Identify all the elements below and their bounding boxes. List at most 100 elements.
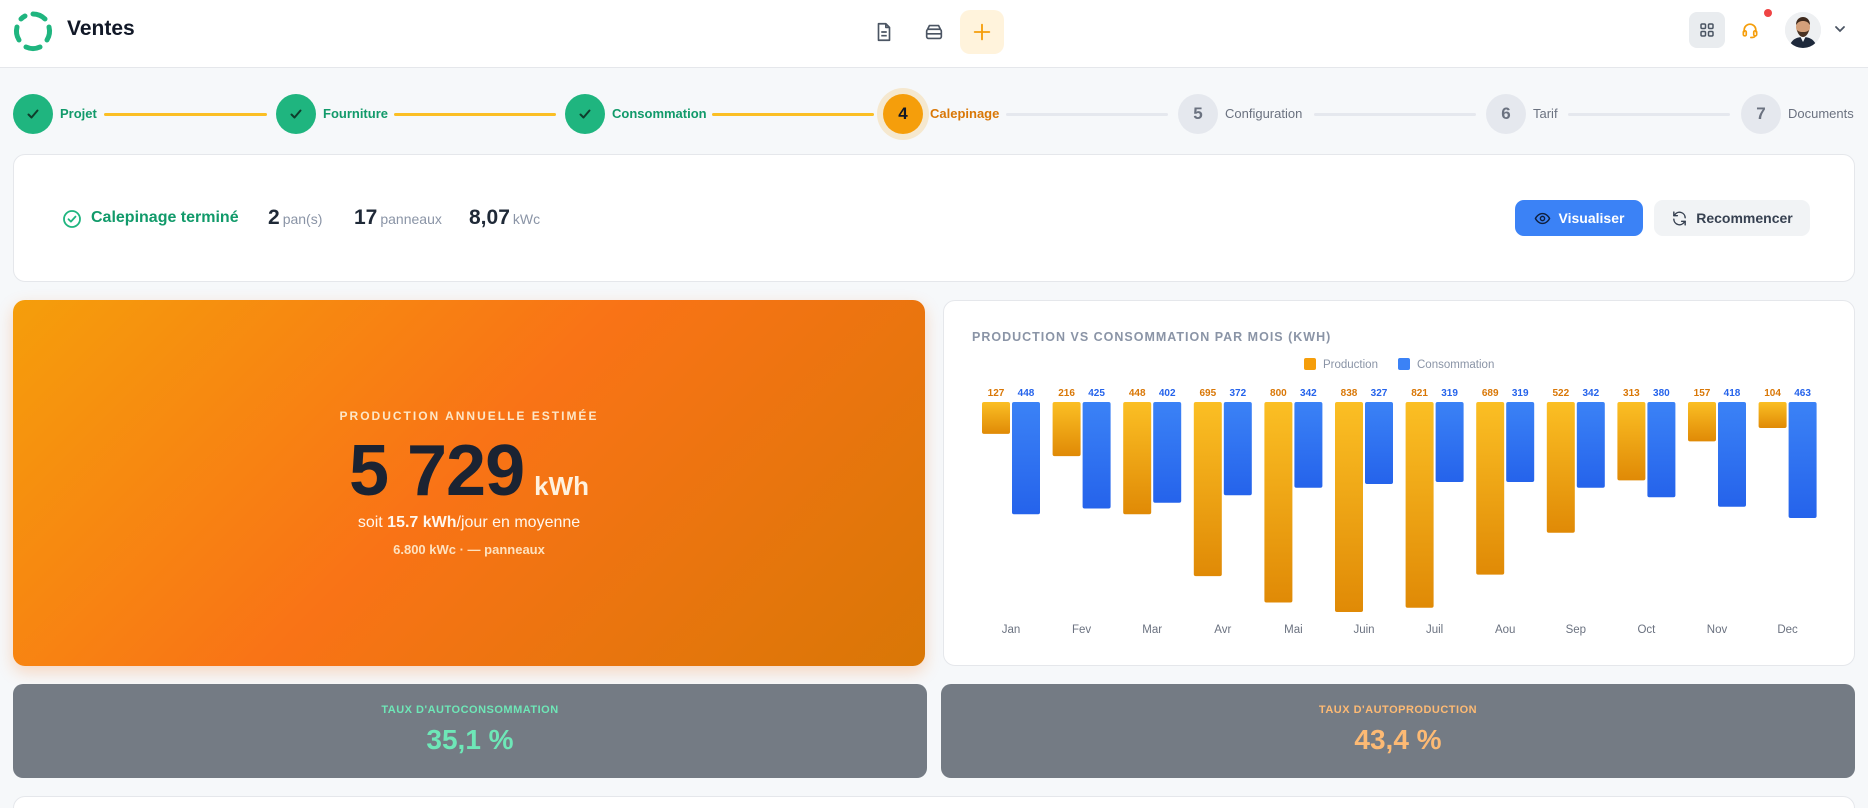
- bar-production-juil: [1405, 402, 1434, 608]
- bar-production-mar: [1123, 402, 1152, 515]
- autoconsommation-label: TAUX D'AUTOCONSOMMATION: [381, 704, 559, 716]
- bar-production-juin: [1335, 402, 1363, 612]
- data-label-consommation-jan: 448: [1018, 388, 1035, 399]
- data-label-consommation-juil: 319: [1441, 388, 1458, 399]
- panels-stat: 17 panneaux: [354, 206, 442, 230]
- refresh-icon: [1673, 210, 1687, 226]
- bar-consommation-juil: [1435, 402, 1464, 482]
- step-1-label[interactable]: Projet: [60, 106, 97, 121]
- archive-button[interactable]: [912, 10, 956, 54]
- bar-production-nov: [1688, 402, 1716, 442]
- document-button[interactable]: [862, 10, 906, 54]
- x-tick-label-mar: Mar: [1142, 624, 1162, 636]
- annual-production-value: 5 729 kWh: [13, 430, 925, 512]
- daily-average: soit 15.7 kWh/jour en moyenne: [13, 514, 925, 532]
- x-tick-label-sep: Sep: [1566, 624, 1586, 636]
- step-6-label[interactable]: Tarif: [1533, 106, 1558, 121]
- autoproduction-label: TAUX D'AUTOPRODUCTION: [1318, 704, 1478, 716]
- step-4-label[interactable]: Calepinage: [930, 106, 1000, 121]
- data-label-consommation-oct: 380: [1653, 388, 1670, 399]
- x-tick-label-juin: Juin: [1353, 624, 1374, 636]
- step-7-label[interactable]: Documents: [1788, 106, 1854, 121]
- step-connector: [1568, 113, 1730, 116]
- step-5-label[interactable]: Configuration: [1225, 106, 1303, 121]
- bar-consommation-fev: [1082, 402, 1111, 509]
- bar-consommation-oct: [1647, 402, 1676, 498]
- x-tick-label-nov: Nov: [1707, 624, 1728, 636]
- bar-consommation-dec: [1788, 402, 1817, 519]
- power-value: 8,07: [469, 206, 510, 229]
- annual-production-unit: kWh: [534, 471, 590, 501]
- power-stat: 8,07 kWc: [469, 206, 540, 230]
- x-tick-label-dec: Dec: [1777, 624, 1798, 636]
- bar-production-dec: [1758, 402, 1787, 429]
- x-tick-label-jan: Jan: [1002, 624, 1021, 636]
- x-tick-label-mai: Mai: [1284, 624, 1303, 636]
- step-connector: [1006, 113, 1168, 116]
- apps-button[interactable]: [1689, 12, 1725, 48]
- x-tick-label-fev: Fev: [1072, 624, 1091, 636]
- bar-production-mai: [1264, 402, 1293, 603]
- data-label-consommation-aou: 319: [1512, 388, 1529, 399]
- panels-value: 17: [354, 206, 378, 229]
- step-progress: Projet Fourniture Consommation 4 Calepin…: [0, 92, 1868, 136]
- bar-production-sep: [1546, 402, 1575, 533]
- bar-consommation-juin: [1365, 402, 1393, 484]
- data-label-production-juin: 838: [1341, 388, 1358, 399]
- visualiser-button[interactable]: Visualiser: [1515, 200, 1643, 236]
- x-tick-label-oct: Oct: [1637, 624, 1656, 636]
- power-unit: kWc: [512, 211, 541, 227]
- data-label-consommation-mai: 342: [1300, 388, 1317, 399]
- app-title: Ventes: [67, 17, 135, 40]
- logo-icon: [14, 11, 52, 51]
- autoconsommation-card: TAUX D'AUTOCONSOMMATION 35,1 %: [13, 684, 927, 778]
- step-2-label[interactable]: Fourniture: [323, 106, 388, 121]
- archive-icon: [925, 24, 943, 40]
- bar-consommation-sep: [1576, 402, 1605, 488]
- calepinage-summary-card: Calepinage terminé 2 pan(s) 17 panneaux 8,…: [13, 154, 1855, 282]
- x-tick-label-aou: Aou: [1495, 624, 1515, 636]
- bar-production-fev: [1052, 402, 1081, 457]
- autoproduction-card: TAUX D'AUTOPRODUCTION 43,4 %: [941, 684, 1855, 778]
- monthly-bar-chart: PRODUCTION VS CONSOMMATION PAR MOIS (KWH…: [972, 330, 1817, 636]
- step-1-circle[interactable]: [13, 94, 53, 134]
- data-label-production-sep: 522: [1552, 388, 1569, 399]
- bar-consommation-mar: [1153, 402, 1182, 503]
- pans-stat: 2 pan(s): [268, 206, 322, 230]
- recommencer-button[interactable]: Recommencer: [1654, 200, 1810, 236]
- step-4-circle[interactable]: 4: [883, 94, 923, 134]
- bar-production-aou: [1476, 402, 1505, 575]
- chevron-down-icon[interactable]: [1832, 21, 1848, 37]
- step-2-circle[interactable]: [276, 94, 316, 134]
- support-button[interactable]: [1732, 12, 1768, 48]
- data-label-production-mai: 800: [1270, 388, 1287, 399]
- data-label-consommation-fev: 425: [1088, 388, 1105, 399]
- data-label-production-jan: 127: [988, 388, 1005, 399]
- data-label-consommation-sep: 342: [1582, 388, 1599, 399]
- step-5-circle[interactable]: 5: [1178, 94, 1218, 134]
- daily-prefix: soit: [357, 514, 388, 531]
- data-label-production-aou: 689: [1482, 388, 1499, 399]
- plus-icon: [973, 23, 991, 41]
- recommencer-label: Recommencer: [1696, 210, 1793, 226]
- next-section-card: [13, 796, 1855, 808]
- panels-unit: panneaux: [380, 211, 442, 227]
- bar-production-avr: [1193, 402, 1222, 577]
- calepinage-status: Calepinage terminé: [91, 209, 239, 226]
- data-label-consommation-dec: 463: [1794, 388, 1811, 399]
- step-3-label[interactable]: Consommation: [612, 106, 707, 121]
- apps-grid-icon: [1700, 23, 1714, 37]
- check-icon: [290, 109, 302, 119]
- data-label-consommation-mar: 402: [1159, 388, 1176, 399]
- data-label-production-avr: 695: [1199, 388, 1216, 399]
- step-7-circle[interactable]: 7: [1741, 94, 1781, 134]
- step-6-circle[interactable]: 6: [1486, 94, 1526, 134]
- step-connector: [712, 113, 874, 116]
- user-avatar[interactable]: [1785, 12, 1821, 48]
- data-label-production-nov: 157: [1694, 388, 1711, 399]
- step-3-circle[interactable]: [565, 94, 605, 134]
- step-connector: [394, 113, 556, 116]
- installation-details: 6.800 kWc · — panneaux: [393, 542, 545, 557]
- add-button[interactable]: [960, 10, 1004, 54]
- chart-title: PRODUCTION VS CONSOMMATION PAR MOIS (KWH…: [972, 330, 1331, 344]
